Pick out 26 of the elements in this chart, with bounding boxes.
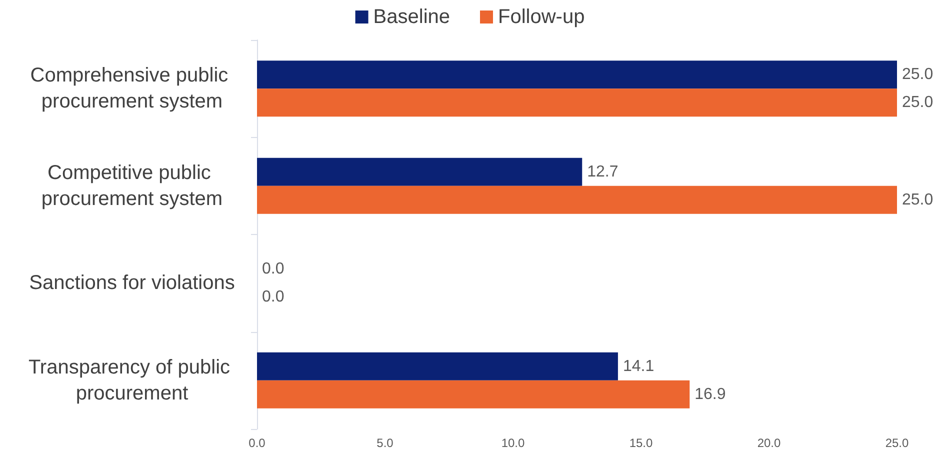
x-tick-label: 0.0 (248, 436, 266, 450)
x-tick-label: 25.0 (885, 436, 909, 450)
y-tick-label: Comprehensive public procurement system (30, 64, 234, 113)
x-tick-label: 10.0 (501, 436, 525, 450)
bar (257, 60, 897, 89)
bar (257, 352, 618, 380)
bar (257, 380, 690, 408)
legend-label: Follow-up (498, 6, 585, 28)
y-tick-label: Sanctions for violations (29, 272, 235, 294)
data-label: 25.0 (902, 191, 934, 208)
legend-label: Baseline (373, 6, 450, 28)
data-label: 16.9 (694, 386, 726, 403)
x-tick-label: 20.0 (757, 436, 781, 450)
y-tick-label: Transparency of public procurement (28, 356, 236, 404)
bar (257, 186, 897, 214)
data-label: 0.0 (262, 288, 284, 306)
x-tick-label: 5.0 (376, 436, 394, 450)
bar (257, 158, 582, 186)
data-label: 12.7 (587, 163, 618, 180)
y-tick-label: Competitive public procurement system (41, 162, 223, 210)
data-label: 0.0 (262, 260, 284, 278)
bar (257, 88, 897, 117)
data-label: 25.0 (902, 66, 934, 84)
x-tick-label: 15.0 (629, 436, 653, 450)
data-label: 25.0 (902, 94, 934, 112)
data-label: 14.1 (622, 358, 654, 375)
